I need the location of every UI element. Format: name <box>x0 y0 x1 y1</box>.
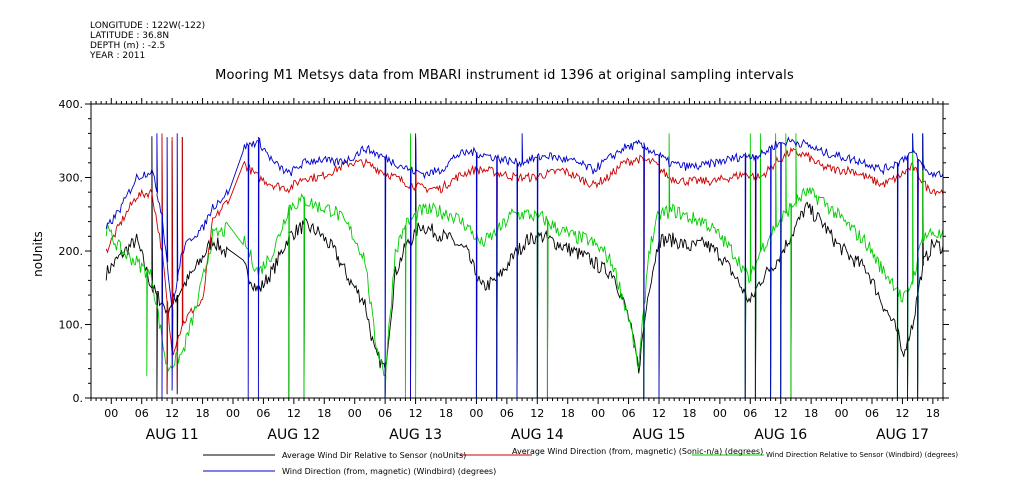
x-tick-label: 12 <box>287 407 301 420</box>
y-tick-label: 100. <box>59 319 84 332</box>
x-tick-label: 18 <box>439 407 453 420</box>
meta-latitude: LATITUDE : 36.8N <box>90 31 170 41</box>
x-tick-label: 06 <box>378 407 392 420</box>
chart-title: Mooring M1 Metsys data from MBARI instru… <box>215 68 794 83</box>
y-axis-label: noUnits <box>31 231 45 277</box>
y-tick-label: 0. <box>73 392 84 405</box>
x-tick-label: 06 <box>743 407 757 420</box>
x-tick-label: 06 <box>500 407 514 420</box>
series-line-4 <box>105 133 944 399</box>
x-tick-label: 00 <box>591 407 605 420</box>
x-tick-label: 18 <box>196 407 210 420</box>
axes-layer: 0. 100. 200. 300. 400. 00 06 12 18 00 06 12 18 00 06 12… <box>59 98 949 443</box>
x-tick-label: 06 <box>135 407 149 420</box>
x-tick-label: 00 <box>469 407 483 420</box>
x-day-label: AUG 16 <box>754 427 807 443</box>
x-tick-label: 12 <box>530 407 544 420</box>
x-tick-label: 00 <box>835 407 849 420</box>
x-day-label: AUG 12 <box>267 427 320 443</box>
legend-label-series-1: Average Wind Dir Relative to Sensor (noU… <box>282 451 467 460</box>
x-tick-label: 12 <box>165 407 179 420</box>
x-tick-label: 00 <box>348 407 362 420</box>
x-tick-label: 12 <box>895 407 909 420</box>
series-4 <box>105 133 944 399</box>
x-tick-label: 18 <box>317 407 331 420</box>
legend-label-series-2: Average Wind Direction (from, magnetic) … <box>512 447 763 456</box>
x-tick-label: 18 <box>926 407 940 420</box>
series-line-1 <box>105 136 944 399</box>
x-tick-label: 00 <box>104 407 118 420</box>
x-tick-label: 18 <box>561 407 575 420</box>
meta-depth: DEPTH (m) : -2.5 <box>90 41 166 51</box>
meta-year: YEAR : 2011 <box>90 51 146 61</box>
y-tick-label: 400. <box>59 98 84 111</box>
y-tick-label: 200. <box>59 245 84 258</box>
x-tick-label: 12 <box>652 407 666 420</box>
series-line-3 <box>105 133 944 399</box>
x-tick-label: 18 <box>682 407 696 420</box>
x-day-label: AUG 17 <box>876 427 929 443</box>
series-line-2 <box>105 133 944 399</box>
x-tick-label: 06 <box>622 407 636 420</box>
series-1 <box>105 136 944 399</box>
x-tick-label: 12 <box>409 407 423 420</box>
legend-label-series-4: Wind Direction (from, magnetic) (Windbir… <box>282 467 497 476</box>
x-tick-label: 06 <box>256 407 270 420</box>
x-tick-label: 00 <box>713 407 727 420</box>
x-day-label: AUG 15 <box>633 427 686 443</box>
x-day-label: AUG 14 <box>511 427 564 443</box>
x-tick-label: 06 <box>865 407 879 420</box>
series-2 <box>105 133 944 399</box>
x-day-label: AUG 11 <box>146 427 199 443</box>
meta-longitude: LONGITUDE : 122W(-122) <box>90 21 206 31</box>
x-tick-label: 00 <box>226 407 240 420</box>
series-layer <box>105 133 944 399</box>
legend-label-series-2-text: Average Wind Direction (from, magnetic) … <box>512 447 764 456</box>
legend-swatches <box>203 454 764 472</box>
x-tick-label: 12 <box>774 407 788 420</box>
x-day-label: AUG 13 <box>389 427 442 443</box>
series-3 <box>105 133 944 399</box>
metadata-block: LONGITUDE : 122W(-122) LATITUDE : 36.8N … <box>90 21 205 61</box>
y-tick-label: 300. <box>59 172 84 185</box>
legend-label-series-3: Wind Direction Relative to Sensor (Windb… <box>766 451 959 459</box>
x-tick-label: 18 <box>804 407 818 420</box>
